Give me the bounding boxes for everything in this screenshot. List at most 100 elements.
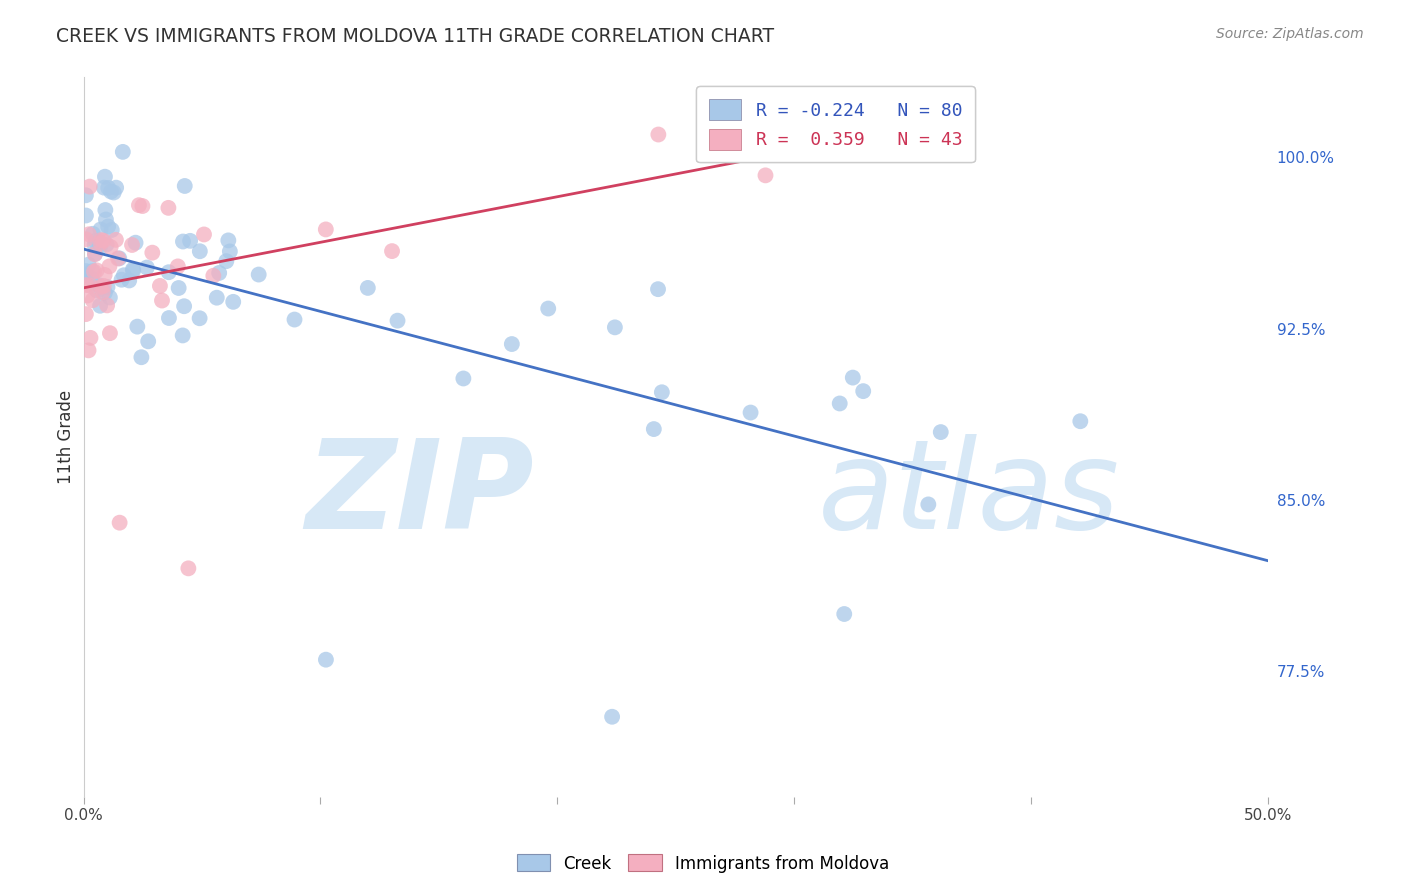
Point <box>94 169 117 184</box>
Point <box>82 227 104 241</box>
Point <box>149 279 172 293</box>
Point <box>173 178 195 193</box>
Point <box>121 238 143 252</box>
Point <box>77 227 100 242</box>
Y-axis label: 11th Grade: 11th Grade <box>58 390 75 484</box>
Point <box>188 311 211 326</box>
Point <box>77 258 100 272</box>
Point <box>98 260 121 274</box>
Point <box>651 385 673 400</box>
Point <box>89 240 111 254</box>
Point <box>208 266 231 280</box>
Point <box>172 235 194 249</box>
Point <box>108 516 131 530</box>
Point <box>100 185 122 199</box>
Point <box>90 280 112 294</box>
Point <box>929 425 952 439</box>
Point <box>75 232 97 246</box>
Point <box>84 234 107 248</box>
Point <box>111 145 134 159</box>
Point <box>100 240 122 254</box>
Point <box>917 497 939 511</box>
Point <box>96 298 118 312</box>
Text: ZIP: ZIP <box>305 434 534 555</box>
Point <box>128 198 150 212</box>
Point <box>118 273 141 287</box>
Point <box>157 311 180 326</box>
Point <box>80 264 103 278</box>
Point <box>83 265 105 279</box>
Point <box>783 128 806 142</box>
Point <box>75 188 97 202</box>
Point <box>110 273 132 287</box>
Point <box>96 280 118 294</box>
Point <box>93 279 115 293</box>
Point <box>131 350 153 364</box>
Point <box>600 710 623 724</box>
Point <box>157 201 180 215</box>
Point <box>842 370 865 384</box>
Legend: R = -0.224   N = 80, R =  0.359   N = 43: R = -0.224 N = 80, R = 0.359 N = 43 <box>696 87 974 162</box>
Point <box>205 291 228 305</box>
Point <box>75 268 97 283</box>
Point <box>75 264 97 278</box>
Point <box>97 219 120 234</box>
Point <box>86 263 108 277</box>
Point <box>852 384 875 398</box>
Point <box>93 268 115 282</box>
Point <box>832 607 855 621</box>
Point <box>193 227 215 242</box>
Point <box>754 169 776 183</box>
Point <box>537 301 560 316</box>
Point <box>124 235 146 250</box>
Point <box>77 343 100 358</box>
Text: Source: ZipAtlas.com: Source: ZipAtlas.com <box>1216 27 1364 41</box>
Point <box>136 334 159 349</box>
Point <box>150 293 173 308</box>
Point <box>98 326 121 341</box>
Text: atlas: atlas <box>818 434 1121 555</box>
Point <box>75 209 97 223</box>
Point <box>167 281 190 295</box>
Point <box>82 293 104 308</box>
Point <box>112 268 135 283</box>
Point <box>315 222 337 236</box>
Point <box>122 263 145 277</box>
Point <box>202 268 225 283</box>
Point <box>647 282 669 296</box>
Point <box>90 222 112 236</box>
Point <box>84 246 107 260</box>
Point <box>381 244 404 259</box>
Point <box>222 294 245 309</box>
Point <box>215 254 238 268</box>
Point <box>740 405 762 419</box>
Point <box>603 320 626 334</box>
Point <box>80 271 103 285</box>
Point <box>188 244 211 259</box>
Point <box>98 291 121 305</box>
Point <box>105 180 128 194</box>
Point <box>76 288 98 302</box>
Point <box>172 328 194 343</box>
Point <box>89 299 111 313</box>
Point <box>217 233 239 247</box>
Point <box>357 281 380 295</box>
Point <box>283 312 305 326</box>
Point <box>75 307 97 321</box>
Point <box>127 319 149 334</box>
Point <box>108 252 131 266</box>
Point <box>93 234 115 248</box>
Legend: Creek, Immigrants from Moldova: Creek, Immigrants from Moldova <box>510 847 896 880</box>
Point <box>104 233 127 247</box>
Point <box>79 331 101 345</box>
Point <box>647 128 669 142</box>
Point <box>101 223 124 237</box>
Point <box>89 235 111 250</box>
Point <box>79 278 101 293</box>
Point <box>247 268 270 282</box>
Point <box>121 262 143 277</box>
Point <box>828 396 851 410</box>
Point <box>173 299 195 313</box>
Point <box>96 237 118 252</box>
Point <box>94 212 117 227</box>
